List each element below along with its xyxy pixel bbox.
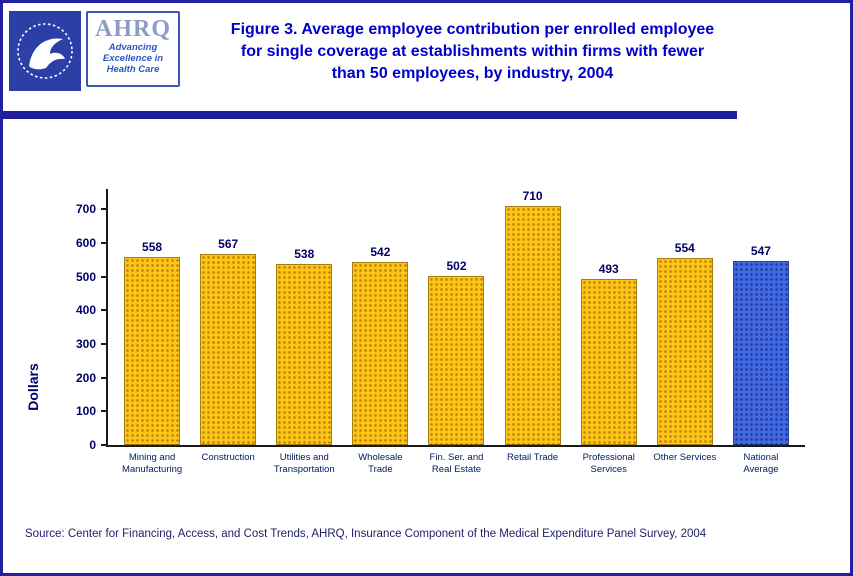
ahrq-tagline-line3: Health Care: [106, 64, 160, 75]
bar-4: [428, 276, 485, 445]
bar-column: 710: [495, 189, 571, 445]
ahrq-wordmark: AHRQ: [95, 16, 171, 42]
y-axis-tick-label: 600: [75, 235, 96, 250]
bar-value-label: 558: [142, 240, 163, 254]
bar-column: 542: [342, 189, 418, 445]
x-axis-category-label: Retail Trade: [506, 452, 559, 463]
header: AHRQ Advancing Excellence in Health Care…: [3, 3, 850, 107]
source-note: Source: Center for Financing, Access, an…: [25, 528, 707, 540]
x-axis-category-label: Utilities and Transportation: [273, 452, 335, 475]
y-axis-tick-label: 0: [89, 438, 96, 452]
y-axis-tick-label: 200: [75, 370, 96, 385]
ahrq-tagline-line1: Advancing: [108, 42, 158, 53]
y-axis-tick-mark: [101, 376, 108, 379]
y-axis-tick-label: 300: [75, 336, 96, 351]
bar-6: [580, 279, 637, 445]
bar-column: 547: [723, 189, 799, 445]
x-axis-category-label: Fin. Ser. and Real Estate: [429, 452, 484, 475]
y-axis-title: Dollars: [25, 363, 41, 411]
bar-value-label: 710: [522, 189, 543, 203]
x-axis-labels: Mining and Manufacturing Construction Utili…: [108, 452, 805, 476]
bar-column: 554: [647, 189, 723, 445]
y-axis-tick-mark: [101, 309, 108, 312]
bar-1: [200, 254, 257, 445]
bar-column: 493: [571, 189, 647, 445]
plot-area: 0 100 200 300 400 500 600 700 558 567 538 542 502 71…: [76, 189, 805, 452]
x-axis-category-label: Mining and Manufacturing: [121, 452, 183, 475]
y-axis-tick-label: 700: [75, 202, 96, 217]
y-axis-tick-label: 100: [75, 404, 96, 419]
bar-value-label: 547: [750, 244, 771, 258]
bar-5: [504, 206, 561, 445]
y-axis-tick-label: 500: [75, 269, 96, 284]
figure-title-line3: than 50 employees, by industry, 2004: [331, 65, 614, 82]
y-axis-tick-mark: [101, 241, 108, 244]
y-axis-tick-mark: [101, 342, 108, 345]
bar-value-label: 554: [674, 241, 695, 255]
header-divider-bar: [3, 111, 737, 119]
y-axis-tick-mark: [101, 208, 108, 211]
bar-7: [656, 258, 713, 445]
figure-title-line2: for single coverage at establishments wi…: [240, 43, 705, 60]
bar-chart: Dollars 0 100 200 300 400 500 600 700 558 567 538…: [3, 189, 850, 476]
bar-0: [124, 257, 181, 445]
bar-8: [732, 261, 789, 445]
x-axis-category-label: Professional Services: [582, 452, 635, 475]
bar-value-label: 567: [218, 237, 239, 251]
hhs-logo-icon: [9, 11, 81, 91]
bar-value-label: 542: [370, 245, 391, 259]
x-axis-category-label: National Average: [743, 452, 779, 475]
y-axis-tick-mark: [101, 444, 108, 446]
x-axis-category-label: Other Services: [653, 452, 717, 463]
bar-column: 567: [190, 189, 266, 445]
bar-2: [276, 264, 333, 445]
y-axis-tick-mark: [101, 410, 108, 413]
bar-column: 538: [266, 189, 342, 445]
bar-3: [352, 262, 409, 445]
y-axis-tick-label: 400: [75, 303, 96, 318]
bars-container: 558 567 538 542 502 710 493 554 547: [108, 189, 805, 445]
bar-column: 558: [114, 189, 190, 445]
ahrq-tagline-line2: Excellence in: [102, 53, 164, 64]
bar-value-label: 538: [294, 247, 315, 261]
y-axis-tick-mark: [101, 275, 108, 278]
ahrq-logo: AHRQ Advancing Excellence in Health Care: [86, 11, 180, 87]
x-axis-category-label: Construction: [201, 452, 255, 463]
bar-column: 502: [418, 189, 494, 445]
logo-area: AHRQ Advancing Excellence in Health Care: [9, 11, 185, 91]
x-axis-category-label: Wholesale Trade: [358, 452, 403, 475]
bar-value-label: 502: [446, 259, 467, 273]
figure-title-line1: Figure 3. Average employee contribution …: [230, 21, 715, 38]
bar-value-label: 493: [598, 262, 619, 276]
figure-title: Figure 3. Average employee contribution …: [185, 11, 850, 85]
